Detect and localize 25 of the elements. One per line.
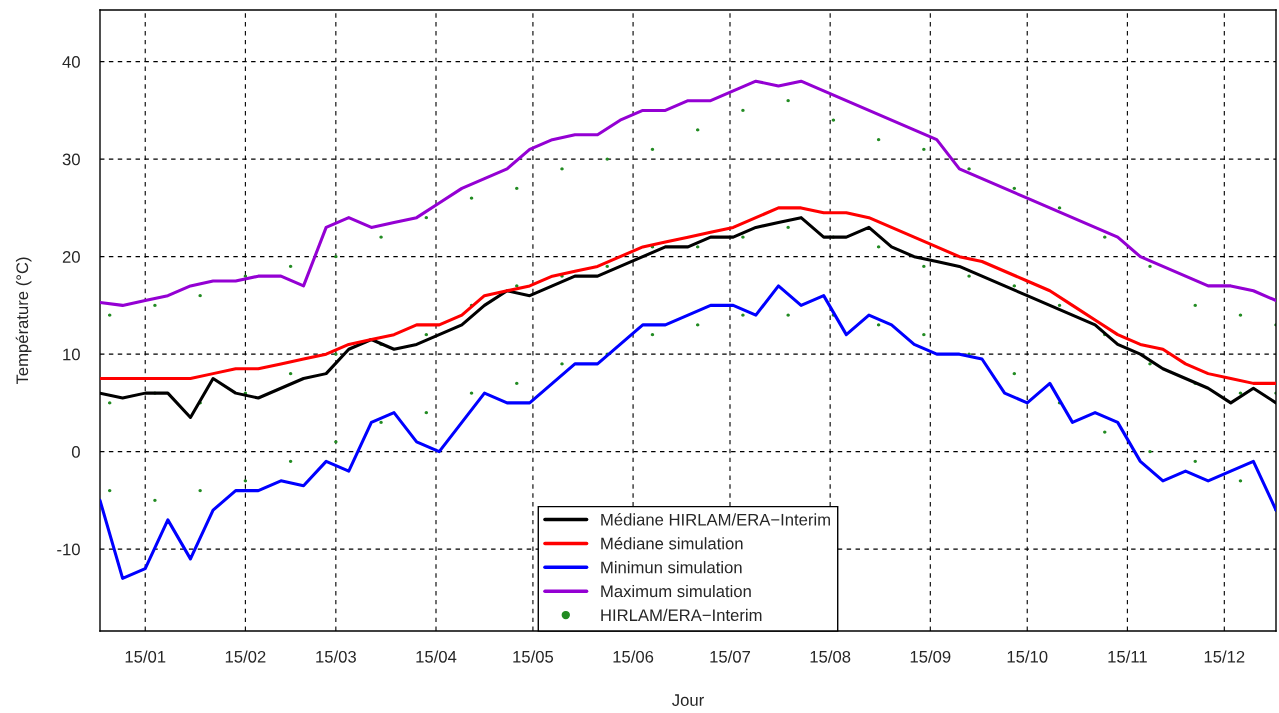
y-tick-label: 30: [62, 153, 80, 166]
x-tick-label: 15/05: [513, 650, 554, 663]
x-axis-title: Jour: [672, 694, 704, 706]
y-axis-title: Température (°C): [15, 257, 32, 385]
legend-label: HIRLAM/ERA−Interim: [601, 608, 762, 622]
x-tick-label: 15/10: [1007, 650, 1048, 663]
legend-label: Minimun simulation: [601, 561, 742, 574]
y-tick-label: 20: [62, 251, 80, 263]
y-tick-label: 10: [63, 348, 80, 361]
y-tick-label: 0: [71, 446, 80, 458]
x-tick-label: 15/03: [316, 650, 356, 663]
legend-label: Médiane simulation: [601, 536, 743, 550]
x-tick-label: 15/04: [416, 650, 457, 663]
x-tick-label: 15/02: [225, 650, 266, 663]
x-tick-label: 15/01: [125, 650, 166, 663]
y-tick-label: -10: [57, 543, 80, 556]
legend-label: Médiane HIRLAM/ERA−Interim: [601, 513, 830, 526]
x-tick-label: 15/09: [910, 650, 951, 663]
x-tick-label: 15/11: [1108, 650, 1147, 663]
x-tick-label: 15/12: [1204, 650, 1245, 663]
x-tick-label: 15/07: [710, 650, 751, 663]
x-tick-label: 15/06: [613, 650, 654, 663]
y-tick-label: 40: [62, 56, 80, 68]
legend-label: Maximum simulation: [601, 584, 751, 598]
x-tick-label: 15/08: [810, 650, 851, 663]
